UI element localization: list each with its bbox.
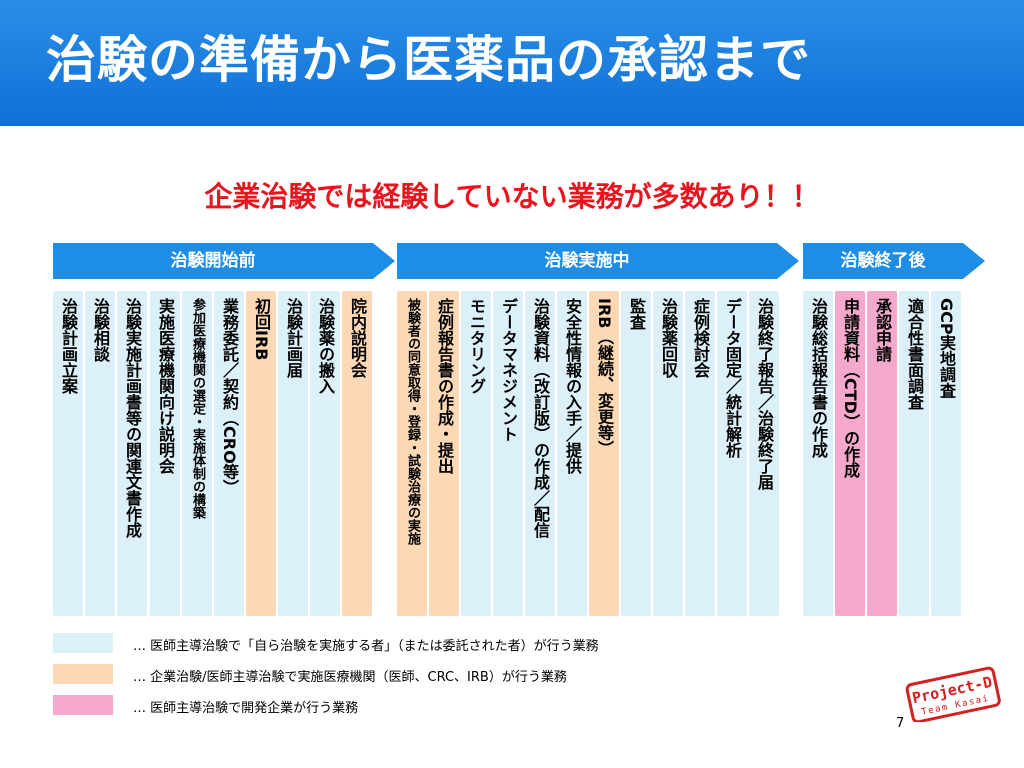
task-label: 治験実施計画書等の関連文書作成 — [123, 298, 142, 538]
legend-swatch — [53, 695, 113, 715]
task-column: 治験総括報告書の作成 — [803, 291, 833, 616]
task-column: 治験計画届 — [278, 291, 308, 616]
phase-arrow-2: 治験実施中 — [397, 243, 799, 279]
task-column: 業務委託／契約（CRO等） — [214, 291, 244, 616]
task-column: 適合性書面調査 — [899, 291, 929, 616]
task-label: 治験薬の搬入 — [316, 298, 335, 394]
task-column: 治験相談 — [85, 291, 115, 616]
task-label: 適合性書面調査 — [905, 298, 924, 410]
project-d-stamp: Project-D Team Kasai — [903, 666, 1003, 724]
legend-swatch — [53, 633, 113, 653]
task-column: 治験薬回収 — [653, 291, 683, 616]
task-label: 初回IRB — [252, 298, 271, 361]
task-label: 治験相談 — [91, 298, 110, 362]
task-label: IRB（継続、変更等） — [595, 298, 614, 457]
phase-arrow-1: 治験開始前 — [53, 243, 395, 279]
task-label: 治験計画立案 — [59, 298, 78, 394]
phase-label: 治験実施中 — [544, 251, 630, 271]
legend-text: … 医師主導治験で「自ら治験を実施する者」（または委託された者）が行う業務 — [133, 639, 599, 654]
legend-text: … 医師主導治験で開発企業が行う業務 — [133, 701, 359, 716]
task-label: データマネジメント — [499, 298, 518, 442]
task-column: GCP実地調査 — [931, 291, 961, 616]
task-label: 治験資料（改訂版）の作成／配信 — [531, 298, 550, 538]
task-column: 初回IRB — [246, 291, 276, 616]
task-column: 院内説明会 — [342, 291, 372, 616]
task-column: IRB（継続、変更等） — [589, 291, 619, 616]
task-label: 被験者の同意取得・登録・試験治療の実施 — [405, 298, 420, 545]
task-label: 院内説明会 — [348, 298, 367, 378]
title-bar: 治験の準備から医薬品の承認まで — [0, 0, 1024, 126]
task-column: 症例検討会 — [685, 291, 715, 616]
task-label: 治験計画届 — [284, 298, 303, 378]
task-column: データ固定／統計解析 — [717, 291, 747, 616]
task-column: モニタリング — [461, 291, 491, 616]
task-label: 参加医療機関の選定・実施体制の構築 — [190, 298, 205, 519]
task-label: 症例検討会 — [691, 298, 710, 378]
task-column: データマネジメント — [493, 291, 523, 616]
task-column: 監査 — [621, 291, 651, 616]
task-label: モニタリング — [467, 298, 486, 394]
task-label: 治験薬回収 — [659, 298, 678, 378]
slide-subtitle: 企業治験では経験していない業務が多数あり！！ — [204, 180, 820, 213]
task-label: 治験終了報告／治験終了届 — [755, 298, 774, 490]
task-label: 治験総括報告書の作成 — [809, 298, 828, 458]
task-label: 申請資料（CTD）の作成 — [841, 298, 860, 478]
task-label: GCP実地調査 — [937, 298, 956, 399]
legend-swatch — [53, 664, 113, 684]
phase-label: 治験開始前 — [170, 251, 256, 271]
task-column: 参加医療機関の選定・実施体制の構築 — [182, 291, 212, 616]
task-label: 監査 — [627, 298, 646, 330]
task-column: 安全性情報の入手／提供 — [557, 291, 587, 616]
task-column: 治験実施計画書等の関連文書作成 — [117, 291, 147, 616]
task-column: 治験終了報告／治験終了届 — [749, 291, 779, 616]
task-column: 申請資料（CTD）の作成 — [835, 291, 865, 616]
task-label: 業務委託／契約（CRO等） — [220, 298, 239, 496]
task-label: 承認申請 — [873, 298, 892, 362]
task-column: 治験資料（改訂版）の作成／配信 — [525, 291, 555, 616]
task-column: 承認申請 — [867, 291, 897, 616]
phase-label: 治験終了後 — [840, 251, 926, 271]
task-column: 症例報告書の作成・提出 — [429, 291, 459, 616]
task-label: 症例報告書の作成・提出 — [435, 298, 454, 474]
legend-text: … 企業治験/医師主導治験で実施医療機関（医師、CRC、IRB）が行う業務 — [133, 670, 567, 685]
task-column: 被験者の同意取得・登録・試験治療の実施 — [397, 291, 427, 616]
task-label: データ固定／統計解析 — [723, 298, 742, 458]
task-column: 治験計画立案 — [53, 291, 83, 616]
task-label: 実施医療機関向け説明会 — [156, 298, 175, 474]
phase-arrow-3: 治験終了後 — [803, 243, 985, 279]
page-number: 7 — [896, 716, 905, 731]
task-column: 実施医療機関向け説明会 — [150, 291, 180, 616]
task-column: 治験薬の搬入 — [310, 291, 340, 616]
slide-title: 治験の準備から医薬品の承認まで — [46, 31, 811, 89]
task-label: 安全性情報の入手／提供 — [563, 298, 582, 474]
